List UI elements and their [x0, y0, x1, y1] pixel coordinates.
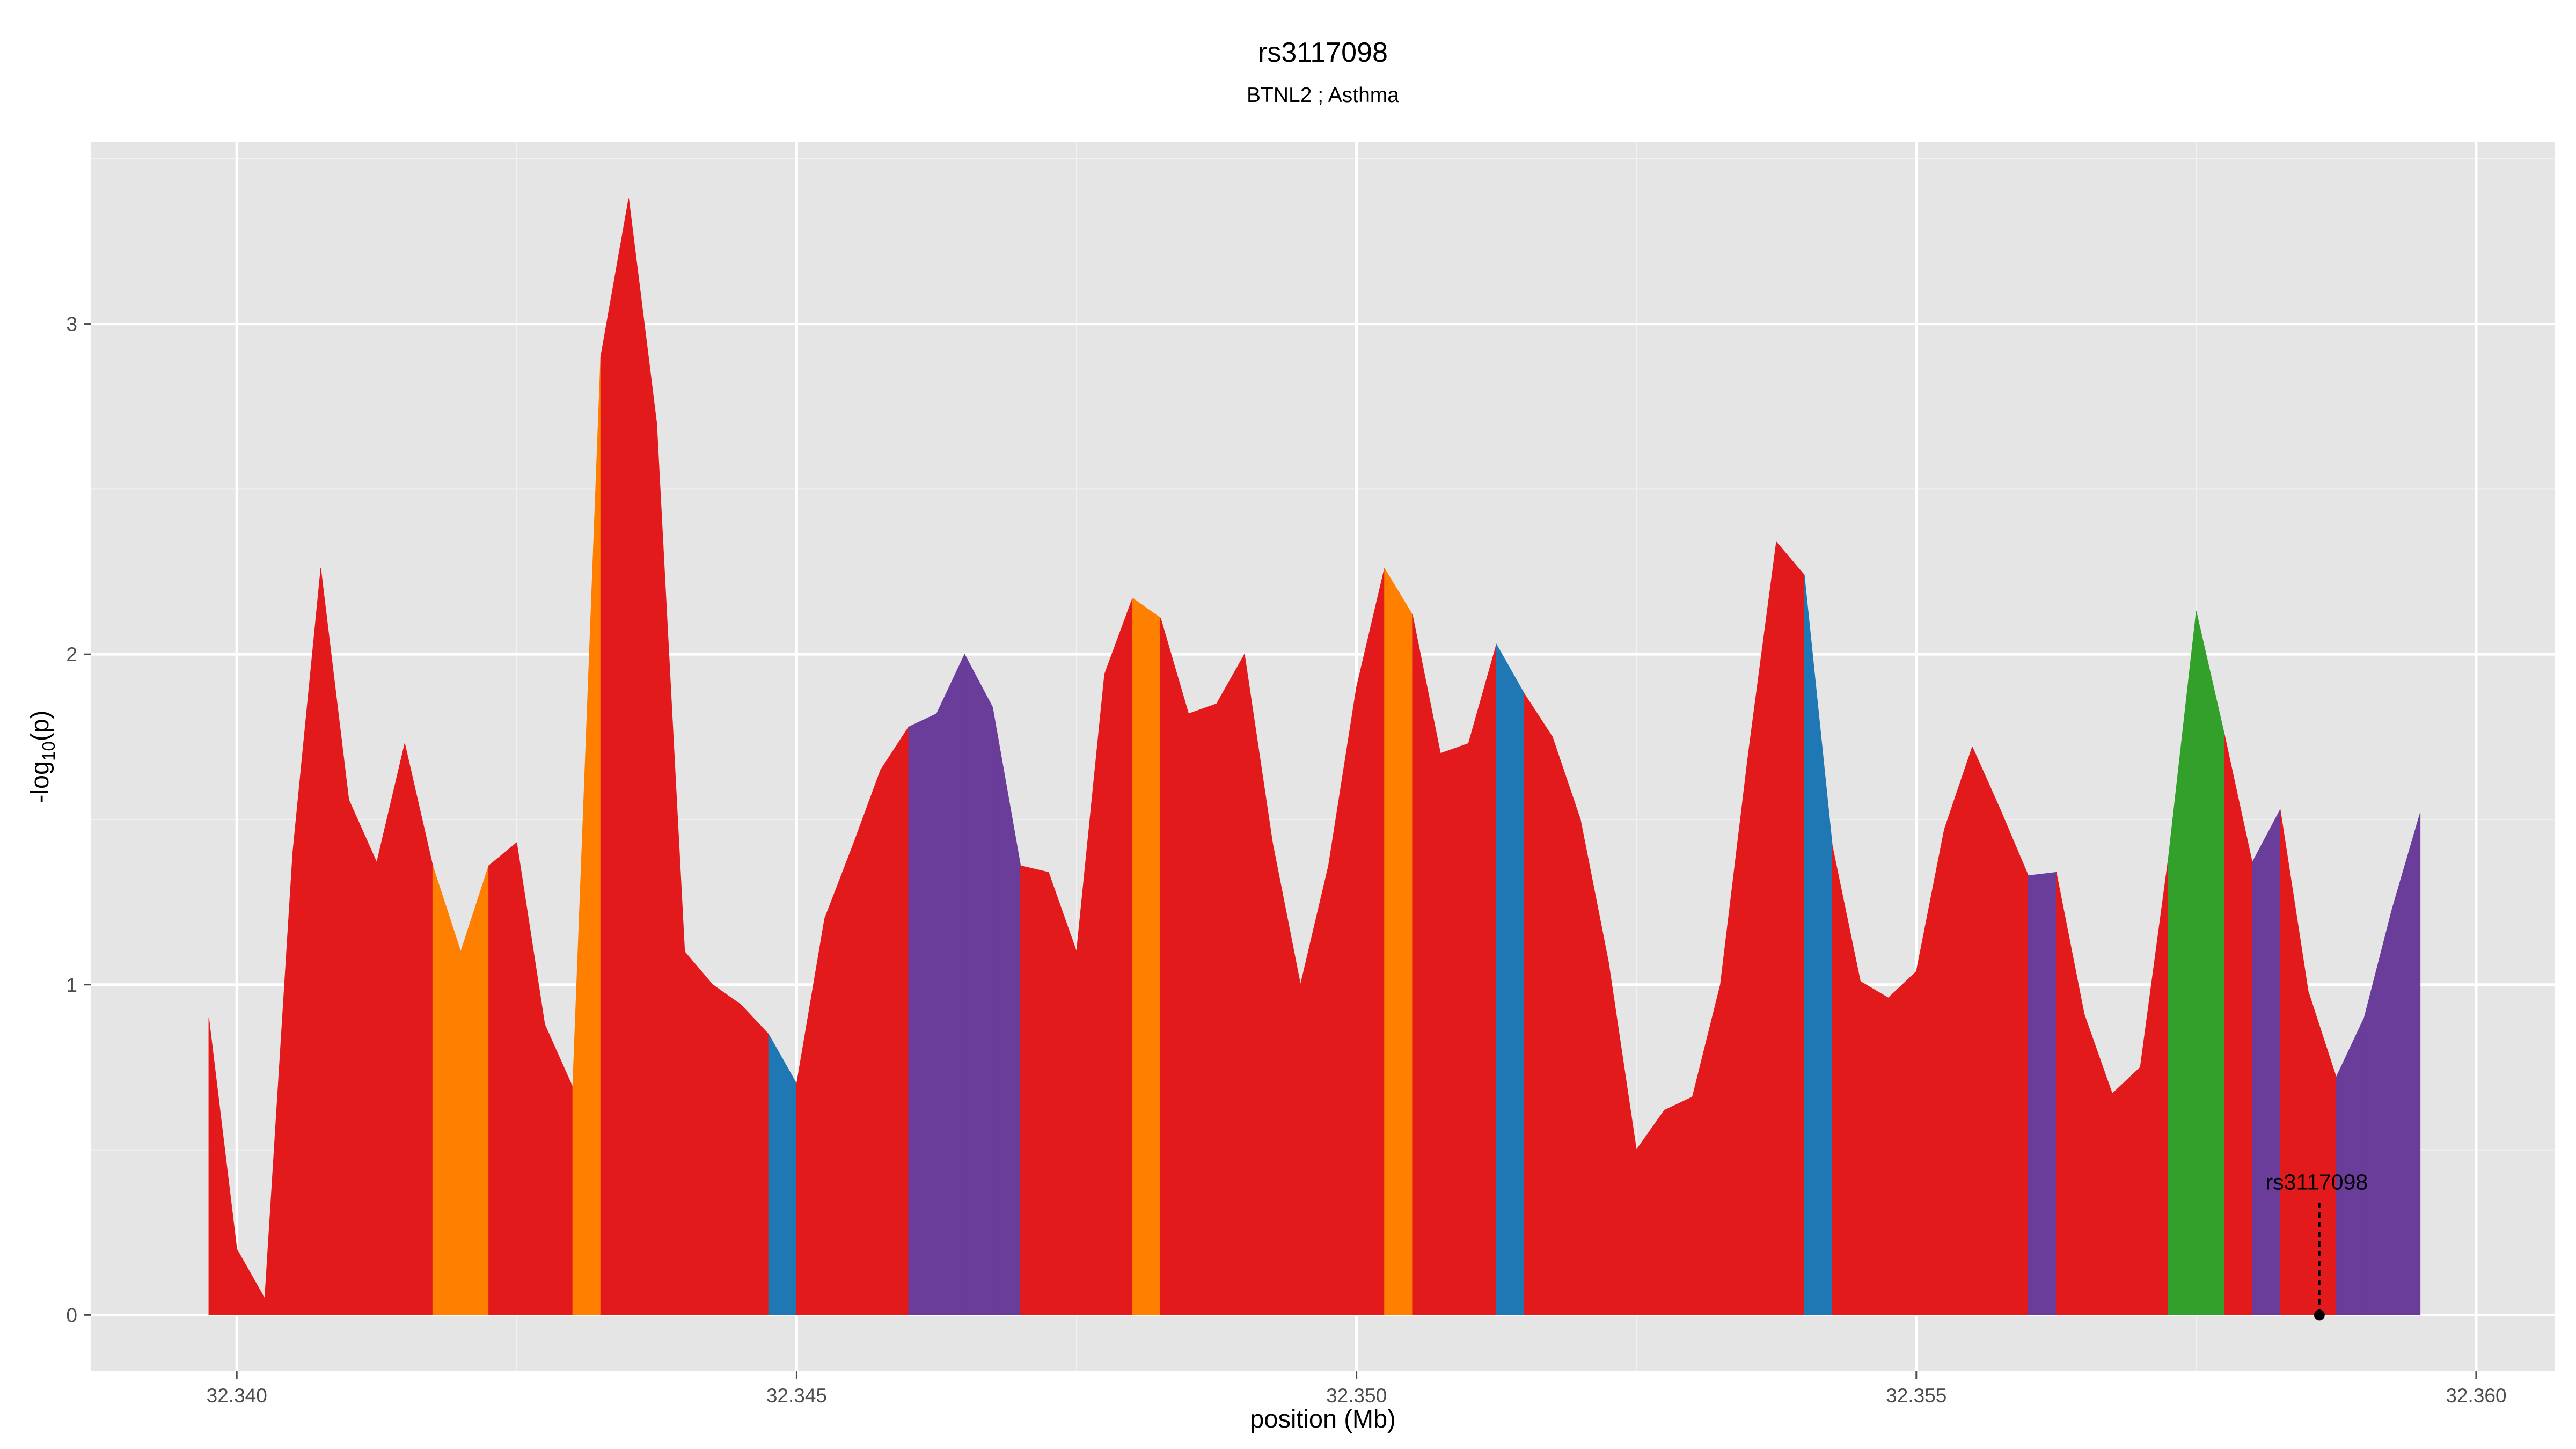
chart-subtitle: BTNL2 ; Asthma — [1247, 84, 1399, 107]
area-segment-orange — [1132, 597, 1161, 1315]
x-tick-label: 32.340 — [207, 1385, 267, 1407]
area-segment-red — [1188, 703, 1217, 1315]
area-segment-red — [880, 726, 909, 1315]
x-axis-ticks: 32.340 32.345 32.350 32.355 32.360 — [207, 1371, 2507, 1407]
area-segment-red — [1468, 644, 1497, 1315]
area-segment-red — [712, 984, 741, 1315]
y-tick-label: 3 — [66, 313, 77, 335]
y-axis-title: -log10(p) — [25, 711, 58, 803]
y-tick-label: 2 — [66, 643, 77, 665]
area-segments — [208, 198, 2421, 1315]
x-tick-label: 32.350 — [1326, 1385, 1387, 1407]
area-segment-purple — [908, 713, 937, 1315]
y-axis-ticks: 0 1 2 3 — [66, 313, 91, 1326]
area-segment-red — [1356, 568, 1385, 1315]
area-segment-red — [1104, 598, 1133, 1315]
area-segment-red — [2112, 1066, 2141, 1315]
y-tick-label: 1 — [66, 974, 77, 996]
area-segment-red — [488, 841, 517, 1315]
area-segment-purple — [936, 654, 965, 1315]
area-segment-red — [1440, 743, 1469, 1315]
area-segment-red — [600, 198, 629, 1315]
y-tick-label: 0 — [66, 1304, 77, 1326]
area-segment-purple — [964, 654, 993, 1315]
y-axis-title-prefix: -log — [25, 761, 54, 803]
y-axis-title-subscript: 10 — [39, 741, 58, 761]
area-segment-blue — [768, 1033, 797, 1315]
area-segment-red — [1860, 980, 1889, 1315]
area-segment-blue — [1496, 643, 1525, 1315]
area-segment-red — [1524, 693, 1553, 1315]
area-segment-red — [1664, 1096, 1693, 1315]
area-segment-red — [1776, 541, 1805, 1315]
area-segment-red — [1888, 970, 1917, 1315]
annotation-layer: rs3117098 — [2265, 1169, 2368, 1321]
area-segment-red — [1216, 653, 1245, 1315]
minor-gridlines — [91, 142, 2555, 1371]
area-segment-purple — [2252, 809, 2281, 1315]
area-segment-purple — [2028, 872, 2057, 1315]
area-segment-red — [1552, 736, 1581, 1315]
area-segment-red — [2000, 809, 2029, 1315]
area-segment-red — [1160, 618, 1189, 1315]
area-segment-green — [2196, 611, 2225, 1315]
area-segment-red — [684, 950, 713, 1315]
y-axis-title-suffix: (p) — [25, 711, 54, 741]
area-segment-red — [348, 799, 377, 1315]
annotation-label: rs3117098 — [2265, 1169, 2368, 1194]
area-segment-red — [1020, 865, 1049, 1315]
area-segment-red — [1944, 747, 1973, 1315]
area-segment-red — [740, 1004, 769, 1315]
area-segment-purple — [2391, 813, 2421, 1315]
area-segment-red — [824, 846, 853, 1315]
x-tick-label: 32.360 — [2446, 1385, 2506, 1407]
chart-title: rs3117098 — [1258, 37, 1388, 68]
annotation-point — [2314, 1309, 2325, 1321]
area-segment-red — [1972, 747, 2001, 1315]
x-axis-title: position (Mb) — [1250, 1404, 1396, 1433]
area-segment-red — [852, 770, 881, 1315]
area-segment-orange — [1384, 567, 1413, 1315]
x-tick-label: 32.345 — [766, 1385, 827, 1407]
x-tick-label: 32.355 — [1886, 1385, 1946, 1407]
